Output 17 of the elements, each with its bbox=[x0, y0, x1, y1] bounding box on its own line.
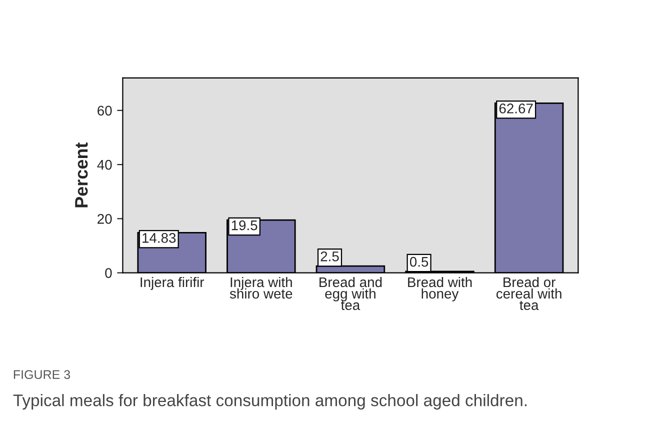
data-label: 14.83 bbox=[142, 233, 176, 243]
caption: FIGURE 3 bbox=[14, 370, 70, 379]
data-label: 2.5 bbox=[320, 251, 339, 262]
x-tick-label: Bread and egg with tea bbox=[320, 276, 382, 310]
data-label: 0.5 bbox=[410, 256, 428, 267]
x-tick-label: Injera firifir bbox=[140, 276, 204, 290]
x-tick-label: Bread or cereal with tea bbox=[496, 276, 562, 310]
y-tick-label: 40 bbox=[97, 160, 112, 170]
y-tick-label: 60 bbox=[98, 106, 112, 116]
y-tick-label: 0 bbox=[105, 268, 112, 278]
data-label: 62.67 bbox=[499, 104, 533, 114]
y-tick-label: 20 bbox=[98, 214, 112, 224]
x-tick-label: Injera with shiro wete bbox=[230, 276, 292, 299]
x-tick-label: Bread with honey bbox=[408, 276, 472, 302]
y-axis-title: Percent bbox=[75, 142, 88, 208]
data-label: 19.5 bbox=[232, 220, 258, 230]
text: Typical meals for breakfast consumption among school aged children. bbox=[13, 394, 526, 410]
